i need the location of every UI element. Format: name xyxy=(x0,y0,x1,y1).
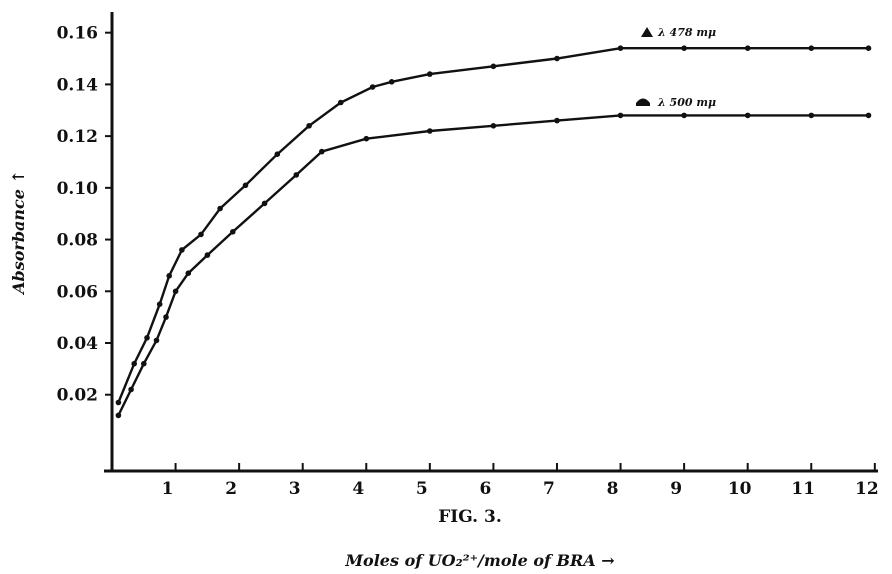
data-point xyxy=(144,335,150,341)
data-point xyxy=(179,247,185,253)
x-tick-label: 8 xyxy=(607,479,619,499)
legend-marker-dome xyxy=(636,98,650,106)
data-point xyxy=(274,151,281,157)
chart-axes xyxy=(104,12,878,473)
data-point xyxy=(369,84,376,90)
series-line xyxy=(117,114,869,416)
x-tick-label: 10 xyxy=(728,479,752,499)
data-point xyxy=(338,99,344,106)
data-point xyxy=(388,79,395,85)
data-point xyxy=(808,45,815,51)
data-point xyxy=(131,360,137,367)
y-tick-label: 0.10 xyxy=(57,179,99,199)
x-tick-label: 2 xyxy=(225,479,237,499)
x-axis-title: Moles of UO₂²⁺/mole of BRA → xyxy=(344,551,614,570)
y-tick-label: 0.14 xyxy=(57,75,99,95)
data-point xyxy=(490,63,497,70)
x-tick-label: 12 xyxy=(855,479,879,499)
y-tick-label: 0.06 xyxy=(57,282,98,302)
x-tick-label: 9 xyxy=(670,479,682,499)
series-line xyxy=(117,47,869,403)
y-axis-title: Absorbance ↑ xyxy=(9,170,28,296)
legend: λ 478 mμ λ 500 mμ xyxy=(636,26,716,109)
x-tick-label: 3 xyxy=(289,479,301,499)
figure-caption: FIG. 3. xyxy=(438,507,502,527)
data-point xyxy=(242,182,249,189)
data-point xyxy=(554,117,560,124)
legend-item-478: λ 478 mμ xyxy=(641,26,716,39)
data-point xyxy=(744,45,751,51)
data-point xyxy=(808,112,815,119)
data-point xyxy=(198,231,204,238)
legend-label-500: λ 500 mμ xyxy=(657,96,716,109)
y-tick-label: 0.02 xyxy=(57,386,98,406)
legend-item-500: λ 500 mμ xyxy=(636,96,716,109)
data-point xyxy=(363,135,370,142)
data-point xyxy=(261,200,268,207)
series-478 xyxy=(115,45,872,406)
x-tick-label: 4 xyxy=(352,479,364,499)
data-point xyxy=(230,229,236,235)
data-point xyxy=(141,360,147,367)
data-point xyxy=(115,399,122,406)
data-point xyxy=(681,112,687,119)
series-500 xyxy=(115,112,872,419)
data-point xyxy=(204,252,211,258)
data-point xyxy=(744,112,751,119)
data-point xyxy=(293,172,300,178)
y-tick-label: 0.12 xyxy=(57,127,98,147)
y-tick-label: 0.16 xyxy=(57,24,98,44)
y-tick-group: 0.02 0.04 0.06 0.08 0.10 0.12 0.14 0.16 xyxy=(57,24,112,406)
x-tick-group: 1 2 3 4 5 6 7 8 9 10 11 12 xyxy=(162,463,879,499)
x-tick-label: 5 xyxy=(416,479,428,499)
data-point xyxy=(156,301,163,308)
data-point xyxy=(163,314,169,320)
data-point xyxy=(865,112,872,119)
data-point xyxy=(128,386,134,393)
legend-marker-triangle xyxy=(641,27,653,37)
legend-label-478: λ 478 mμ xyxy=(657,26,716,39)
data-point xyxy=(172,288,179,295)
x-tick-label: 11 xyxy=(791,479,815,499)
data-point xyxy=(319,148,325,155)
data-point xyxy=(153,337,160,344)
x-tick-label: 1 xyxy=(162,479,174,499)
data-point xyxy=(427,71,433,77)
data-point xyxy=(865,45,872,51)
x-tick-label: 6 xyxy=(479,479,491,499)
data-point xyxy=(554,55,560,62)
y-tick-label: 0.08 xyxy=(57,231,98,251)
data-point xyxy=(617,45,624,51)
data-point xyxy=(427,128,433,134)
data-point xyxy=(490,123,497,129)
data-point xyxy=(185,270,192,277)
data-point xyxy=(217,205,223,212)
series-group xyxy=(115,45,872,419)
x-tick-label: 7 xyxy=(543,479,555,499)
data-point xyxy=(681,45,687,51)
data-point xyxy=(166,273,172,279)
y-tick-label: 0.04 xyxy=(57,334,99,354)
data-point xyxy=(617,112,624,119)
data-point xyxy=(115,412,122,419)
data-point xyxy=(306,123,312,129)
